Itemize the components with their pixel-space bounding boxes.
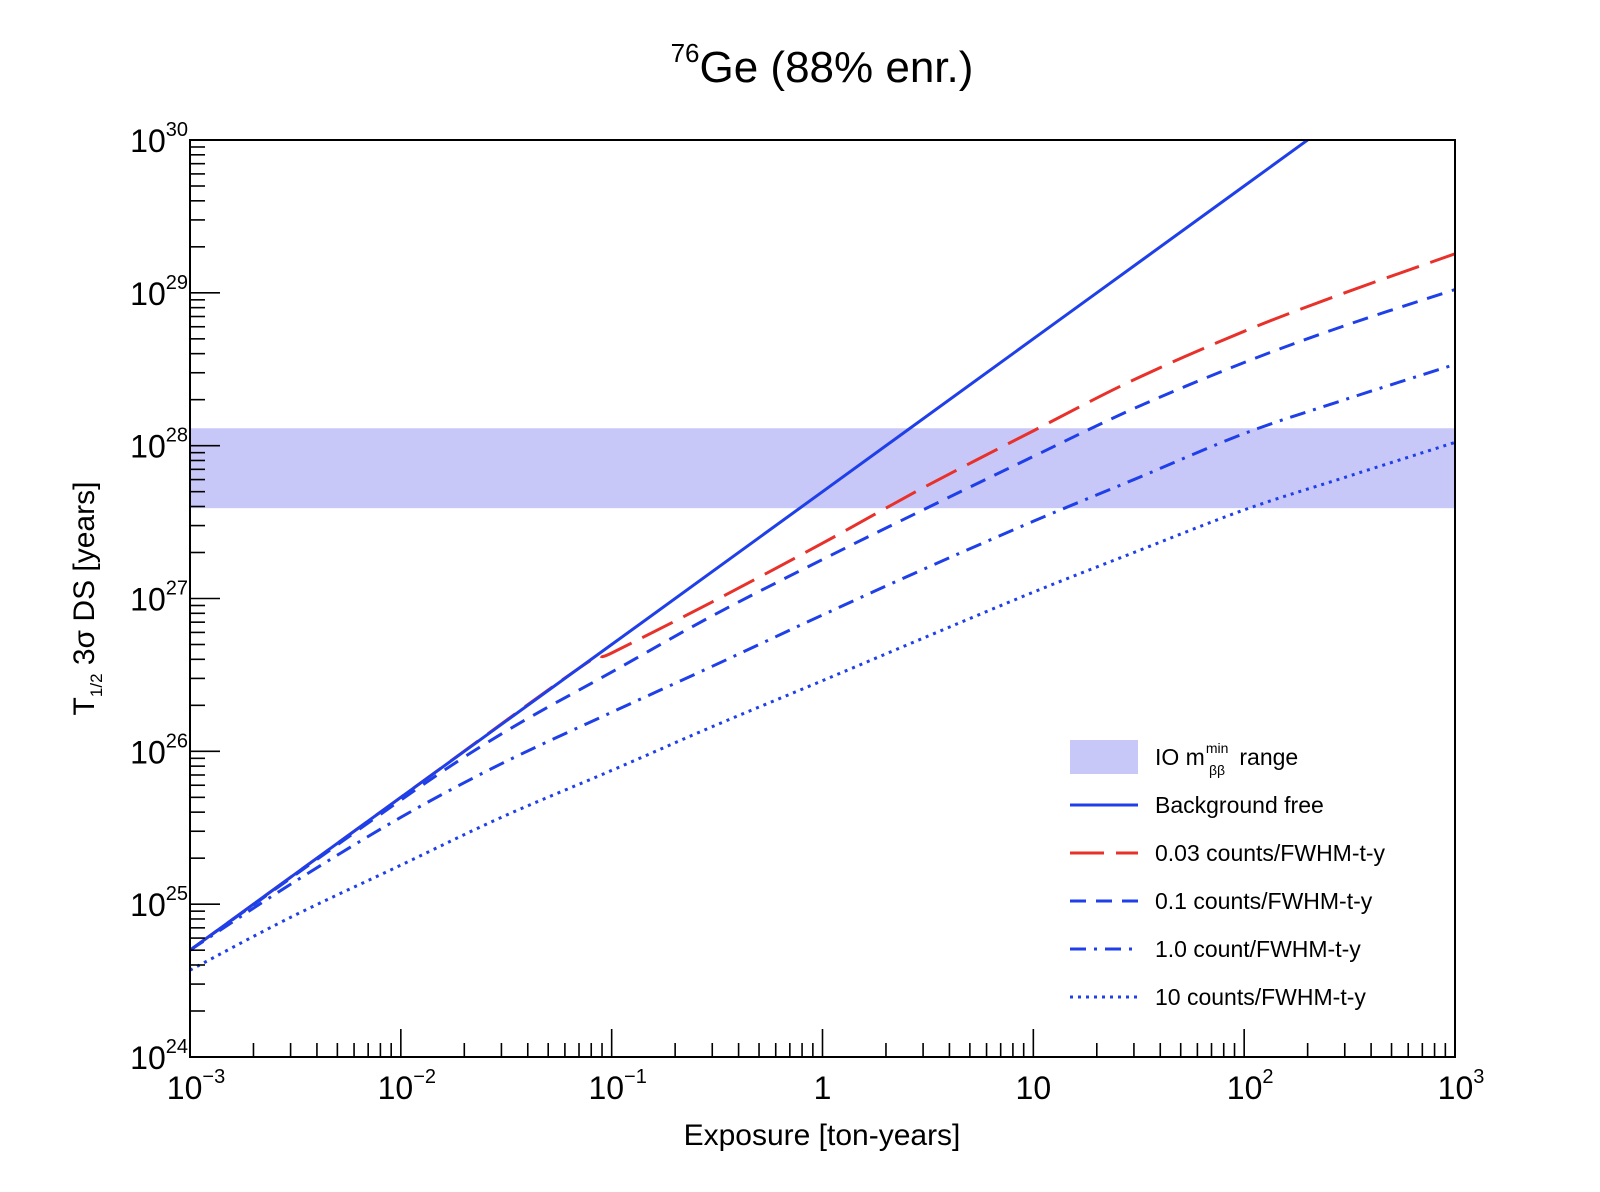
legend-label-3: 1.0 count/FWHM-t-y [1155, 936, 1361, 962]
y-axis-label: T1/2 3σ DS [years] [68, 482, 106, 716]
y-tick-label: 1030 [130, 119, 188, 159]
legend: IO mmin ββ range Background free 0.03 count… [1070, 740, 1386, 1010]
y-tick-label: 1025 [130, 883, 188, 923]
chart-title: 76Ge (88% enr.) [671, 38, 974, 92]
legend-label-4: 10 counts/FWHM-t-y [1155, 984, 1366, 1010]
y-tick-label: 1026 [130, 730, 188, 770]
x-tick-label: 10 [1016, 1070, 1052, 1106]
title-superscript: 76 [671, 38, 700, 68]
y-tick-label: 1029 [130, 272, 188, 312]
plot-frame [189, 139, 1456, 1058]
y-label-post: 3σ DS [years] [68, 482, 101, 674]
legend-band-swatch [1070, 740, 1138, 774]
x-tick-label: 10−2 [378, 1066, 436, 1106]
series-line-0 [190, 140, 1309, 952]
legend-label-1: 0.03 counts/FWHM-t-y [1155, 840, 1386, 866]
y-tick-label: 1028 [130, 425, 188, 465]
y-label-sub: 1/2 [87, 673, 106, 697]
x-tick-label: 102 [1227, 1066, 1274, 1106]
y-tick-label: 1027 [130, 578, 188, 618]
y-tick-label: 1024 [130, 1036, 188, 1076]
y-label-pre: T [68, 697, 101, 715]
series-line-2 [190, 288, 1455, 952]
x-tick-label: 103 [1438, 1066, 1485, 1106]
io-range-band [190, 428, 1455, 509]
x-tick-label: 10−1 [588, 1066, 646, 1106]
legend-label-2: 0.1 counts/FWHM-t-y [1155, 888, 1373, 914]
x-tick-label: 10−3 [167, 1066, 225, 1106]
x-axis-label: Exposure [ton-years] [684, 1119, 961, 1152]
title-main: Ge (88% enr.) [700, 43, 974, 92]
series-line-3 [190, 363, 1455, 952]
x-tick-label: 1 [814, 1070, 832, 1106]
legend-label-0: Background free [1155, 792, 1324, 818]
legend-band-label: IO mmin ββ range [1155, 740, 1298, 778]
